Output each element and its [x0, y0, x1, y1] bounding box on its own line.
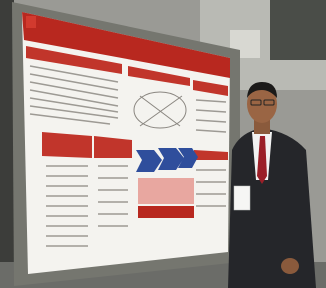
image-panel-band — [138, 206, 194, 218]
dark-doorway — [270, 0, 326, 60]
logo — [26, 16, 36, 28]
photo-scene — [0, 0, 326, 288]
name-badge — [234, 186, 250, 210]
page: (() => { const data = JSON.parse(documen… — [0, 0, 326, 288]
hand — [281, 258, 299, 274]
section-header — [42, 132, 92, 158]
image-panel — [138, 178, 194, 204]
left-edge-shadow — [0, 0, 14, 288]
